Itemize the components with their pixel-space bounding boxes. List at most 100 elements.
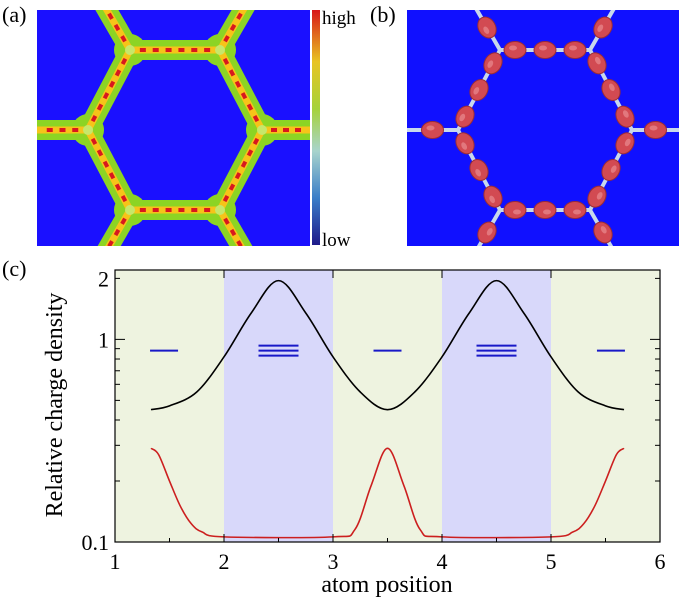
orbital-highlight [426,125,435,131]
density-maximum [246,149,254,157]
x-tick-label: 6 [655,549,666,574]
orbital-highlight [509,45,517,51]
orbital-highlight [608,83,615,92]
density-maximum [120,35,127,43]
red-curve-line [150,447,625,539]
density-maximum [90,137,98,146]
axis-ticks [114,270,661,543]
orbital-highlight [513,209,521,215]
colorbar [312,10,320,245]
lattice-node-core [125,45,135,55]
density-maximum [252,137,260,146]
density-maximum [283,128,289,132]
lattice-node-core [215,45,225,55]
density-maximum [72,128,79,132]
orbital-highlight [489,195,496,204]
density-maximum [90,114,98,123]
density-maximum [236,240,243,246]
orbital-highlight [459,113,466,122]
y-axis-label: Relative charge density [42,293,68,518]
density-maximum [229,23,237,32]
density-maximum [96,103,104,111]
orbital-highlight [543,209,551,215]
lattice-node-core [83,125,93,135]
density-maximum [120,217,127,225]
density-maximum [139,208,146,212]
x-axis-label: atom position [321,572,452,598]
density-maximum [223,35,230,43]
density-maximum [234,80,242,88]
density-maximum [114,183,122,191]
density-maximum [107,12,114,20]
density-maximum [107,240,114,246]
density-maximum [228,183,236,191]
panel-a-density-map [37,10,310,246]
x-tick-label: 1 [110,549,121,574]
orbital-highlight [486,228,493,236]
orbital-highlight [600,226,607,234]
density-maximum [114,69,122,77]
background-bands [115,270,660,542]
curves [150,279,625,539]
density-maximum [113,228,121,237]
orbital-highlight [569,45,577,51]
density-maximum [236,12,243,20]
density-maximum [246,103,254,111]
density-maximum [96,149,104,157]
density-maximum [108,80,116,88]
x-tick-label: 4 [437,549,448,574]
density-maximum [204,48,211,52]
panel-c-chart: 1 2 3 4 5 60.112 atom position Relative charg… [42,266,666,598]
black-curve-line [150,279,625,411]
orbital-highlight [461,142,468,150]
density-maximum [191,48,198,52]
density-maximum [108,172,116,180]
orbital-highlight [539,45,547,51]
orbital-highlight [610,165,617,173]
density-maximum [240,92,248,100]
orbital-highlight [573,209,581,215]
density-maximum [120,57,128,66]
orbital-highlight [624,138,631,147]
panel-label-c: (c) [2,256,27,281]
orbital-highlight [475,168,482,177]
x-tick-label: 2 [219,549,230,574]
orbital-highlight [596,192,603,200]
density-maximum [165,208,172,212]
lattice-node-core [257,125,267,135]
orbital-highlight [473,87,480,95]
density-maximum [152,208,159,212]
density-maximum [165,48,172,52]
density-maximum [120,194,128,203]
density-maximum [271,128,277,132]
x-tick-label: 3 [328,549,339,574]
panel-a-lattice [37,10,310,246]
lattice-node-core [125,205,135,215]
density-maximum [139,48,146,52]
panel-b-lattice [407,10,679,246]
tick-labels: 1 2 3 4 5 60.112 [82,266,666,574]
orbital-highlight [597,24,604,32]
y-tick-label: 2 [98,266,109,291]
orbital-highlight [487,60,494,68]
background-band [442,270,551,542]
panel-label-a: (a) [2,2,27,27]
orbital-highlight [594,56,601,65]
density-maximum [113,23,121,32]
density-maximum [222,194,230,203]
density-maximum [102,92,110,100]
background-band [224,270,333,542]
density-maximum [204,208,211,212]
density-maximum [102,160,110,168]
density-maximum [46,128,53,132]
y-tick-label: 0.1 [82,530,110,555]
x-tick-label: 5 [546,549,557,574]
density-maximum [295,128,301,132]
density-maximum [222,57,230,66]
density-maximum [59,128,66,132]
energy-levels [150,344,625,357]
panel-b-orbital-map [407,10,679,246]
colorbar-high-label: high [322,8,356,29]
density-maximum [252,114,260,123]
